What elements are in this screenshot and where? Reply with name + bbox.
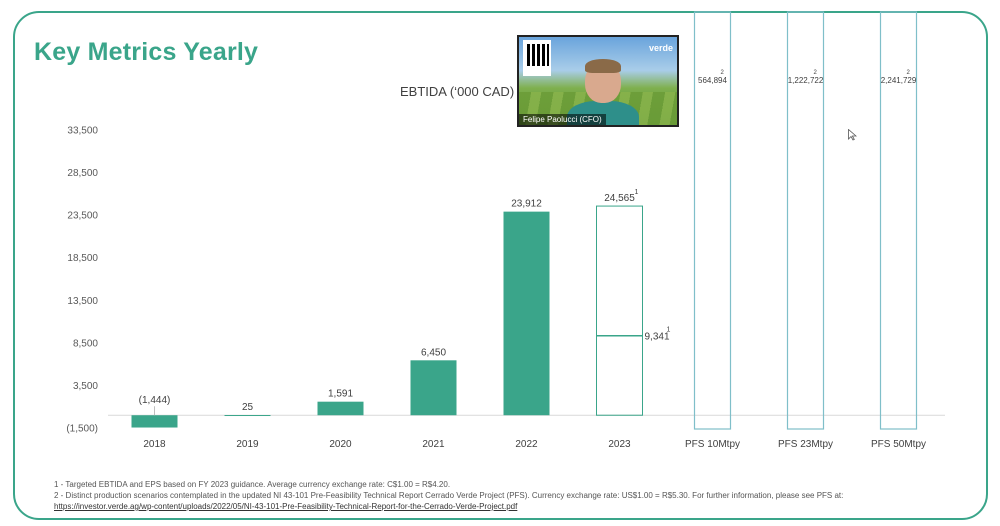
bar — [503, 211, 550, 416]
pfs-report-link[interactable]: https://investor.verde.ag/wp-content/upl… — [54, 502, 518, 511]
bar-outline-2023 — [596, 205, 643, 416]
y-tick-label: 33,500 — [67, 126, 98, 137]
x-tick-label: 2021 — [422, 439, 445, 450]
bar — [224, 415, 271, 417]
x-tick-label: 2020 — [329, 439, 352, 450]
footnote-superscript: 1 — [667, 327, 671, 334]
bar-value-label: 1,222,722 — [788, 76, 824, 85]
bar-value-label: (1,444) — [139, 395, 171, 406]
bar-value-label: 6,450 — [421, 347, 446, 358]
y-tick-label: 28,500 — [67, 168, 98, 179]
slide-frame — [13, 11, 988, 520]
y-tick-label: 8,500 — [73, 338, 98, 349]
speaker-name-tag: Felipe Paolucci (CFO) — [519, 114, 606, 125]
bar-value-label: 25 — [242, 402, 254, 413]
y-tick-label: (1,500) — [66, 424, 98, 435]
x-tick-label: 2019 — [236, 439, 259, 450]
chart-title: EBTIDA (‘000 CAD) — [400, 84, 515, 99]
pfs-bar — [879, 11, 918, 430]
verde-logo: verde — [649, 43, 674, 53]
footnote-2: 2 - Distinct production scenarios contem… — [54, 491, 844, 500]
x-tick-label: PFS 10Mtpy — [685, 439, 740, 450]
footnote-superscript: 2 — [814, 70, 818, 76]
speaker-hair — [585, 59, 621, 73]
y-tick-label: 3,500 — [73, 381, 98, 392]
y-tick-label: 18,500 — [67, 253, 98, 264]
x-tick-label: 2022 — [515, 439, 538, 450]
bar — [410, 360, 457, 416]
footnote-superscript: 2 — [721, 70, 725, 76]
footnote-1: 1 - Targeted EBTIDA and EPS based on FY … — [54, 480, 451, 489]
bar — [317, 401, 364, 416]
footnote-superscript: 1 — [635, 189, 639, 196]
mouse-cursor-icon — [848, 129, 857, 141]
bar — [131, 415, 178, 428]
x-tick-label: PFS 23Mtpy — [778, 439, 833, 450]
footnotes: 1 - Targeted EBTIDA and EPS based on FY … — [54, 479, 962, 512]
footnote-superscript: 2 — [907, 70, 911, 76]
bar-value-label: 564,894 — [698, 76, 727, 85]
target-marker-label: 9,341 — [645, 332, 670, 343]
pfs-bar — [693, 11, 732, 430]
bar-value-label: 23,912 — [511, 199, 542, 210]
qr-code-icon — [525, 42, 551, 68]
bar-value-label: 2,241,729 — [881, 76, 917, 85]
y-tick-label: 23,500 — [67, 211, 98, 222]
speaker-video-thumbnail[interactable]: verde Felipe Paolucci (CFO) — [517, 35, 679, 127]
slide-title: Key Metrics Yearly — [34, 38, 259, 66]
bar-value-label: 24,565 — [604, 193, 635, 204]
y-tick-label: 13,500 — [67, 296, 98, 307]
x-tick-label: 2018 — [143, 439, 166, 450]
x-tick-label: 2023 — [608, 439, 631, 450]
pfs-bar — [786, 11, 825, 430]
bar-value-label: 1,591 — [328, 389, 353, 400]
x-tick-label: PFS 50Mtpy — [871, 439, 926, 450]
